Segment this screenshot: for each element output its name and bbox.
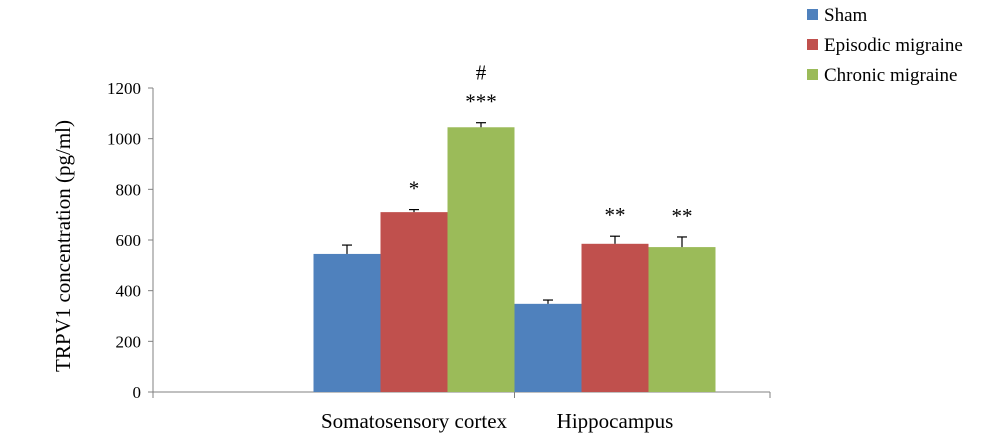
bar: [313, 253, 381, 392]
significance-marker: **: [605, 203, 626, 227]
significance-marker: ***: [465, 90, 497, 114]
y-tick-label: 0: [133, 383, 142, 402]
significance-marker: *: [409, 177, 420, 201]
x-category-label: Somatosensory cortex: [321, 409, 508, 433]
bar: [581, 243, 649, 392]
y-tick-label: 600: [116, 231, 142, 250]
legend-label: Sham: [824, 5, 868, 26]
y-tick-label: 400: [116, 282, 142, 301]
bar: [447, 127, 515, 393]
significance-marker: #: [476, 61, 487, 85]
legend-label: Episodic migraine: [824, 35, 963, 56]
y-tick-label: 1000: [107, 130, 141, 149]
x-category-label: Hippocampus: [557, 409, 674, 433]
legend-swatch: [807, 39, 818, 50]
significance-marker: **: [672, 204, 693, 228]
y-axis-title: TRPV1 concentration (pg/ml): [51, 120, 75, 372]
y-tick-label: 200: [116, 332, 142, 351]
legend-swatch: [807, 69, 818, 80]
legend-swatch: [807, 9, 818, 20]
bar: [514, 303, 582, 392]
y-tick-label: 800: [116, 180, 142, 199]
legend-label: Chronic migraine: [824, 65, 958, 86]
bar: [380, 212, 448, 392]
bar: [648, 247, 716, 392]
y-tick-label: 1200: [107, 79, 141, 98]
